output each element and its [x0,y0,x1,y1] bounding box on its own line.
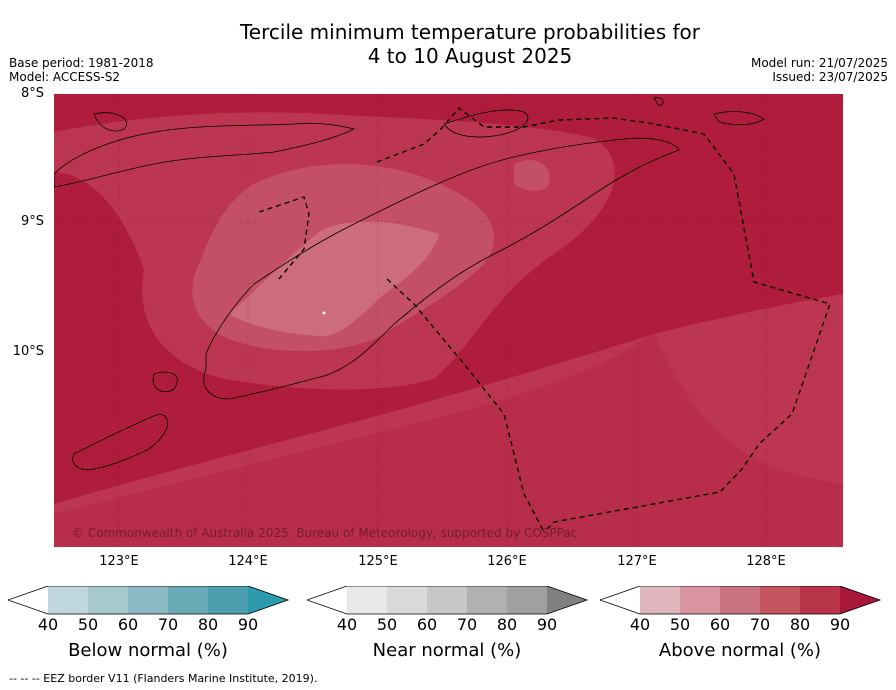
cbar-near-extend-low [307,586,347,614]
cbar-near-40-50 [347,586,387,614]
colorbar-near-normal [307,586,589,615]
cbar-near-extend-high [547,586,587,614]
model-run-text: Model run: 21/07/2025 [750,56,888,70]
coastline-islands-ne [713,111,765,126]
base-period-text: Base period: 1981-2018 [9,56,154,70]
cbar-near-70-80 [467,586,507,614]
cbar-above-50-60 [680,586,720,614]
cbar-above-title: Above normal (%) [658,640,822,661]
cbar-above-tick: 70 [749,615,771,634]
cbar-above-tick: 40 [629,615,651,634]
region-above-60 [229,221,439,337]
cbar-below-60-70 [128,586,168,614]
lon-label-124e: 124°E [228,554,268,569]
cbar-above-tick: 50 [669,615,691,634]
cbar-above-70-80 [760,586,800,614]
coastline-islands-ne-2 [653,97,664,107]
grid-marker-dot [322,311,326,315]
coastline-sawu [72,413,169,471]
cbar-below-40-50 [48,586,88,614]
cbar-near-tick: 40 [336,615,358,634]
meta-right: Model run: 21/07/2025 Issued: 23/07/2025 [751,56,888,84]
cbar-near-50-60 [387,586,427,614]
title-line-2: 4 to 10 August 2025 [367,44,573,68]
cbar-below-title: Below normal (%) [68,640,228,661]
coastline-rote [152,371,178,393]
cbar-above-extend-low [600,586,640,614]
cbar-below-tick: 60 [117,615,139,634]
eez-borders [258,107,831,533]
cbar-below-tick: 40 [37,615,59,634]
region-above-90-south-patch [54,332,843,547]
issued-text: Issued: 23/07/2025 [772,70,888,84]
lon-label-123e: 123°E [99,554,139,569]
cbar-near-tick: 80 [496,615,518,634]
cbar-near-tick: 50 [376,615,398,634]
cbar-near-tick: 90 [536,615,558,634]
lon-label-126e: 126°E [487,554,527,569]
lat-label-8s: 8°S [20,86,44,101]
cbar-below-extend-low [8,586,48,614]
cbar-below-tick: 90 [237,615,259,634]
coastlines [54,97,765,471]
region-above-80-south [54,294,843,547]
cbar-above-tick: 60 [709,615,731,634]
cbar-near-title: Near normal (%) [372,640,522,661]
cbar-above-extend-high [840,586,880,614]
cbar-above-40-50 [640,586,680,614]
probability-map: © Commonwealth of Australia 2025. Bureau… [54,94,843,547]
lat-label-10s: 10°S [12,344,44,359]
cbar-below-tick: 70 [157,615,179,634]
cbar-above-tick: 90 [829,615,851,634]
cbar-below-80-90 [208,586,248,614]
cbar-near-80-90 [507,586,547,614]
cbar-below-70-80 [168,586,208,614]
region-above-70-small [514,160,550,191]
coastline-wetar [443,109,529,138]
graticule [54,94,843,547]
cbar-near-tick: 70 [456,615,478,634]
eez-footnote: -- -- -- EEZ border V11 (Flanders Marine… [9,672,318,685]
cbar-above-80-90 [800,586,840,614]
title-line-1: Tercile minimum temperature probabilitie… [239,20,701,44]
cbar-below-tick: 80 [197,615,219,634]
lon-label-128e: 128°E [746,554,786,569]
lon-label-127e: 127°E [617,554,657,569]
cbar-below-extend-high [248,586,288,614]
lon-label-125e: 125°E [358,554,398,569]
colorbar-above-normal [600,586,882,615]
lat-label-9s: 9°S [20,214,44,229]
cbar-below-tick: 50 [77,615,99,634]
coastline-timor [203,137,680,400]
coastline-alor [93,112,127,132]
cbar-below-50-60 [88,586,128,614]
model-text: Model: ACCESS-S2 [9,70,121,84]
meta-left: Base period: 1981-2018 Model: ACCESS-S2 [9,56,154,84]
cbar-above-60-70 [720,586,760,614]
colorbar-below-normal [8,586,290,615]
cbar-near-tick: 60 [416,615,438,634]
coastline-flores [54,122,356,188]
chart-title: Tercile minimum temperature probabilitie… [0,20,896,68]
cbar-above-tick: 80 [789,615,811,634]
copyright-text: © Commonwealth of Australia 2025. Bureau… [72,526,577,540]
cbar-near-60-70 [427,586,467,614]
